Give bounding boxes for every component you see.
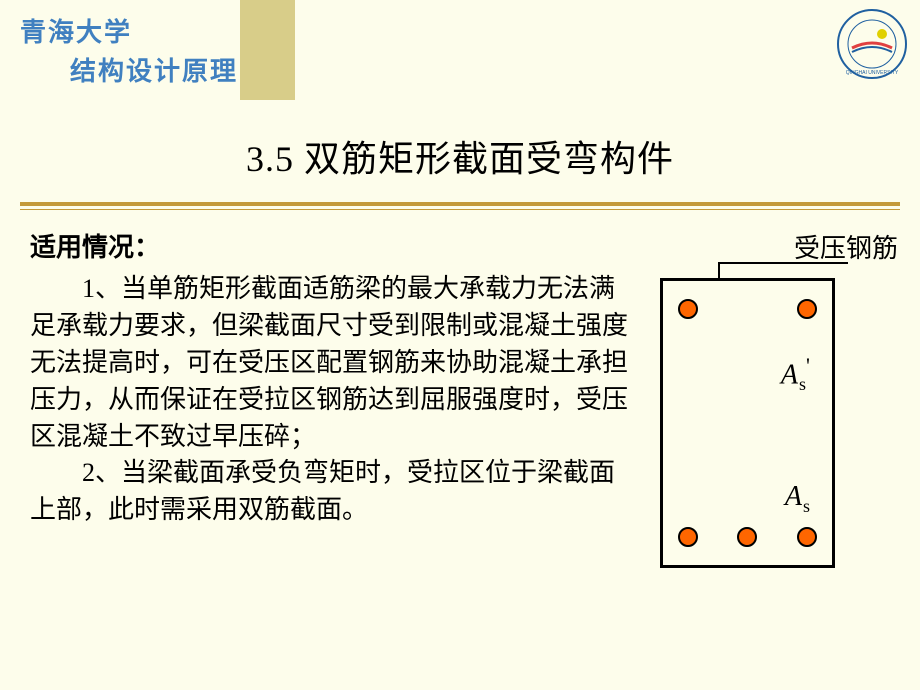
bottom-rebar: [797, 527, 817, 547]
university-name: 青海大学: [20, 12, 238, 49]
content-text: 适用情况： 1、当单筋矩形截面适筋梁的最大承载力无法满足承载力要求，但梁截面尺寸…: [30, 230, 640, 529]
paragraph-2: 2、当梁截面承受负弯矩时，受拉区位于梁截面上部，此时需采用双筋截面。: [30, 455, 640, 529]
top-rebar: [797, 299, 817, 319]
top-rebar: [678, 299, 698, 319]
divider-line: [20, 202, 900, 212]
bottom-rebar: [737, 527, 757, 547]
as-prime-label: As': [781, 353, 810, 395]
compression-rebar-label: 受压钢筋: [794, 228, 898, 265]
university-logo: QINGHAI UNIVERSITY: [836, 8, 908, 80]
bottom-rebar: [678, 527, 698, 547]
beam-section: As' As: [660, 278, 835, 568]
paragraph-1: 1、当单筋矩形截面适筋梁的最大承载力无法满足承载力要求，但梁截面尺寸受到限制或混…: [30, 271, 640, 456]
subtitle: 适用情况：: [30, 230, 640, 267]
course-name: 结构设计原理: [70, 51, 238, 88]
section-title: 3.5 双筋矩形截面受弯构件: [0, 130, 920, 182]
svg-text:QINGHAI UNIVERSITY: QINGHAI UNIVERSITY: [846, 70, 899, 76]
as-label: As: [785, 481, 810, 517]
